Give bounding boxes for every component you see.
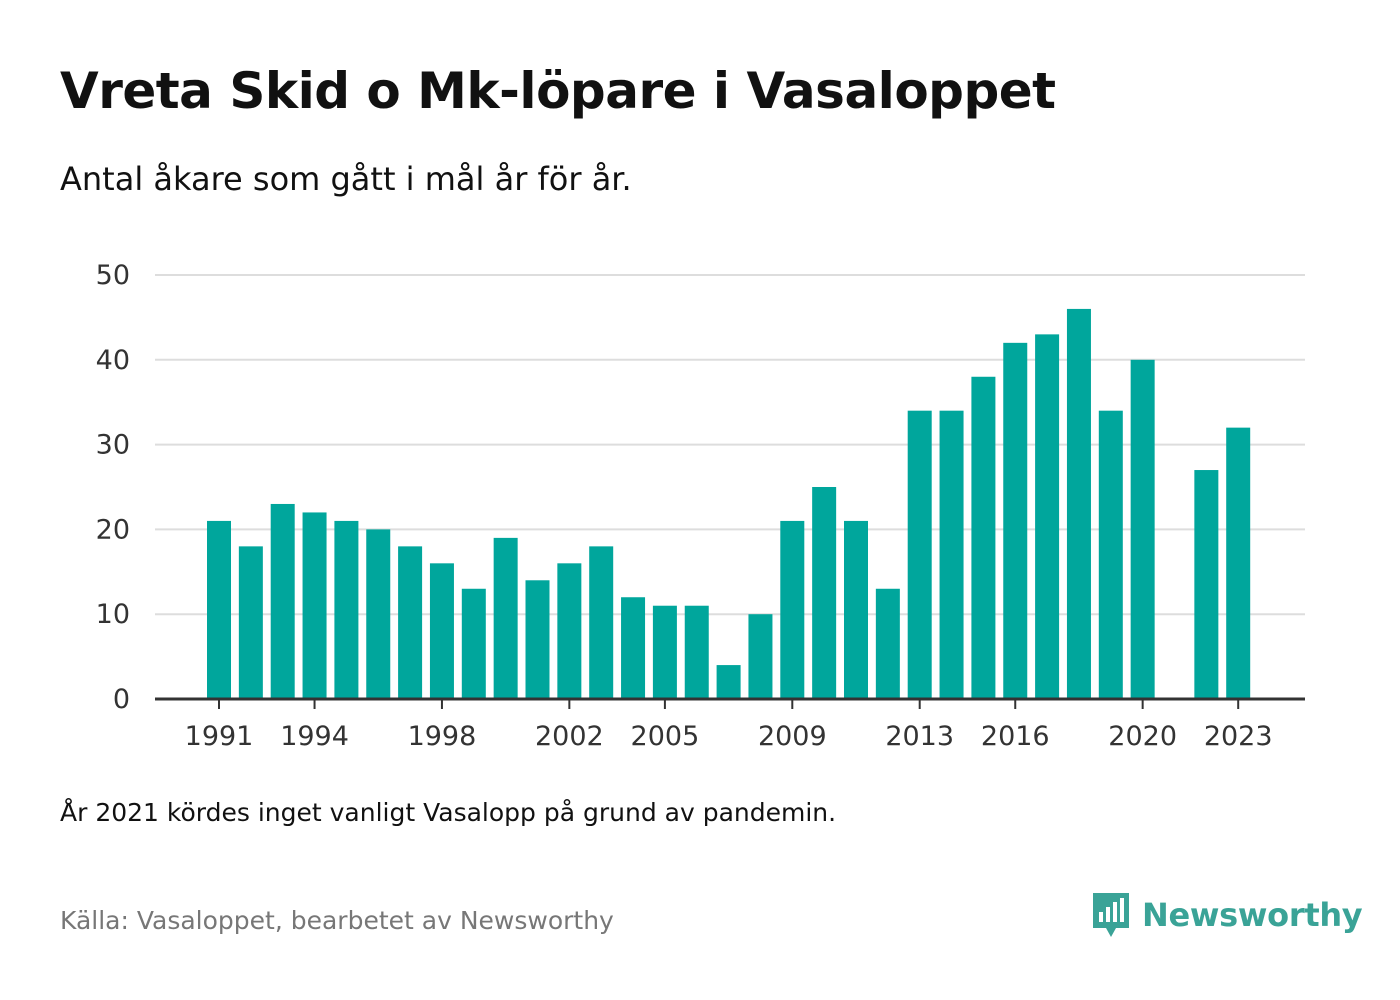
bar-2007 [716, 665, 741, 699]
y-tick-label: 40 [96, 345, 130, 376]
x-tick-label: 2020 [1108, 721, 1177, 752]
bar-2012 [875, 588, 900, 699]
bar-2023 [1226, 427, 1251, 699]
bar-2006 [684, 605, 709, 699]
brand-name: Newsworthy [1142, 896, 1363, 934]
chart-title: Vreta Skid o Mk-löpare i Vasaloppet [60, 62, 1056, 120]
bar-1992 [238, 546, 263, 699]
x-tick-label: 2016 [981, 721, 1050, 752]
y-tick-label: 20 [96, 514, 130, 545]
x-tick-label: 2013 [885, 721, 954, 752]
bar-2016 [1003, 342, 1028, 699]
bar-2019 [1098, 410, 1123, 699]
bar-1993 [270, 503, 295, 699]
bar-2002 [557, 563, 582, 699]
y-tick-label: 50 [96, 260, 130, 291]
bar-1997 [398, 546, 423, 699]
chart-subtitle: Antal åkare som gått i mål år för år. [60, 160, 632, 198]
brand-logo: Newsworthy [1090, 890, 1363, 940]
bar-1995 [334, 520, 359, 699]
bar-2010 [812, 487, 837, 699]
bar-2022 [1194, 470, 1219, 699]
bar-2017 [1035, 334, 1060, 699]
bar-1999 [461, 588, 486, 699]
y-tick-label: 0 [113, 684, 130, 715]
bar-2018 [1066, 308, 1091, 699]
bar-2020 [1130, 359, 1155, 699]
newsworthy-logo-icon [1093, 893, 1129, 937]
bar-2004 [621, 597, 646, 699]
source-credit: Källa: Vasaloppet, bearbetet av Newswort… [60, 906, 614, 935]
bar-2009 [780, 520, 805, 699]
axes: 0 10 20 30 40 50 1991 1994 1998 2002 2005 2009 2013 2… [96, 260, 1305, 752]
bars [207, 308, 1251, 699]
bar-2003 [589, 546, 614, 699]
bar-2000 [493, 537, 518, 699]
bar-1996 [366, 529, 391, 699]
bar-2015 [971, 376, 996, 699]
x-tick-label: 2002 [535, 721, 604, 752]
x-tick-label: 1998 [408, 721, 477, 752]
bar-2013 [907, 410, 932, 699]
chart-note: År 2021 kördes inget vanligt Vasalopp på… [60, 798, 837, 827]
bar-chart: 0 10 20 30 40 50 1991 1994 1998 2002 2005 2009 2013 2… [96, 260, 1305, 752]
bar-2011 [844, 520, 868, 699]
x-tick-label: 2005 [631, 721, 700, 752]
x-tick-label: 2023 [1204, 721, 1273, 752]
x-tick-label: 2009 [758, 721, 827, 752]
x-tick-label: 1994 [280, 721, 349, 752]
y-tick-label: 10 [96, 599, 130, 630]
bar-2001 [525, 580, 550, 699]
bar-1991 [207, 520, 231, 699]
bar-2005 [652, 605, 677, 699]
bar-1994 [302, 512, 327, 699]
bar-2008 [748, 614, 773, 699]
bar-1998 [429, 563, 454, 699]
bar-2014 [939, 410, 964, 699]
x-tick-label: 1991 [185, 721, 254, 752]
y-tick-label: 30 [96, 430, 130, 461]
